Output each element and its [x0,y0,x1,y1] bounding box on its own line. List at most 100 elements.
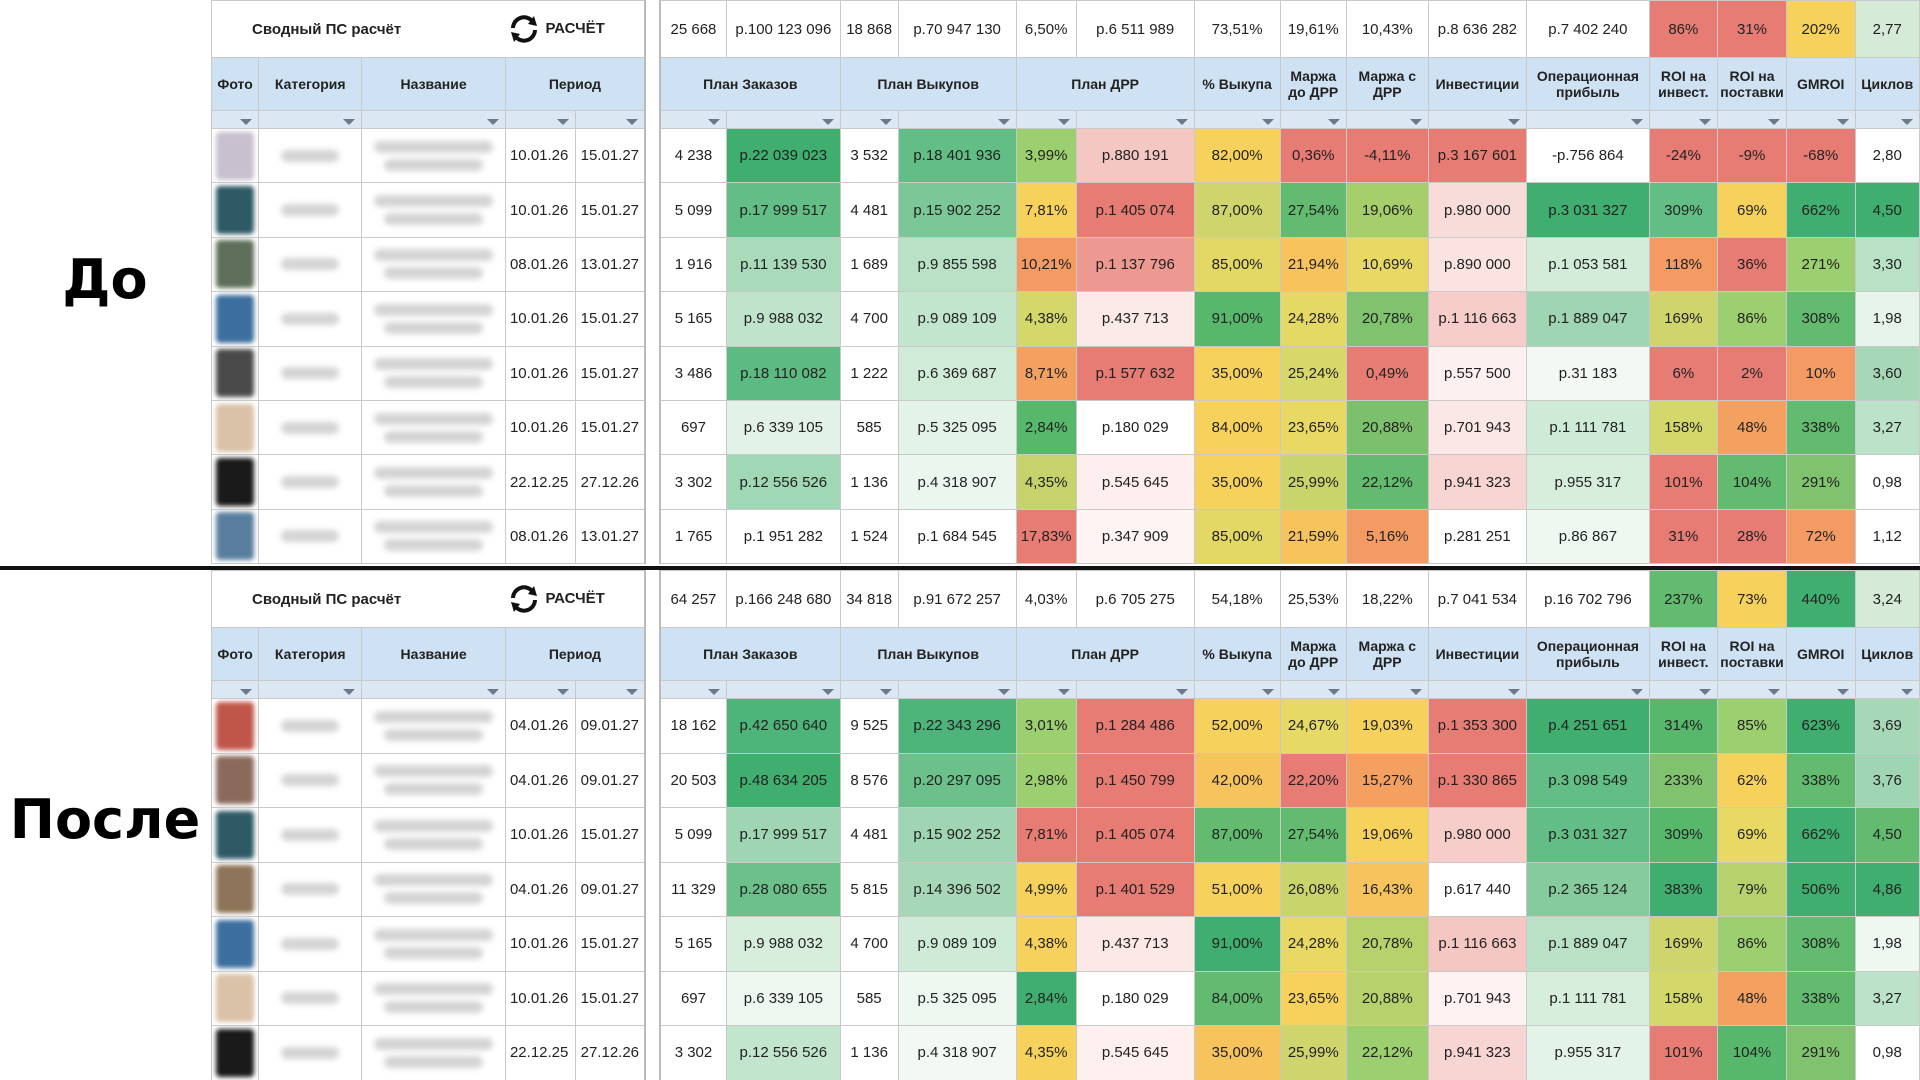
data-cell[interactable]: 697 [659,970,727,1026]
name-cell[interactable] [361,399,506,456]
data-cell[interactable]: р.980 000 [1427,807,1528,863]
filter-icon[interactable] [486,119,499,125]
data-cell[interactable]: р.545 645 [1075,1025,1195,1080]
data-cell[interactable]: 35,00% [1193,1025,1281,1080]
filter-icon[interactable] [1836,119,1849,125]
data-cell[interactable]: р.1 889 047 [1526,916,1650,972]
photo-cell[interactable] [210,1025,260,1080]
data-cell[interactable]: 5 099 [659,807,727,863]
filter-cell[interactable] [1015,680,1077,699]
data-cell[interactable]: 1 689 [839,236,899,293]
photo-cell[interactable] [210,399,260,456]
data-cell[interactable]: 10,21% [1015,236,1077,293]
data-cell[interactable]: р.28 080 655 [725,861,841,917]
photo-cell[interactable] [210,454,260,510]
column-header[interactable]: ROI на поставки [1717,627,1787,681]
category-cell[interactable] [258,861,363,917]
period-end-cell[interactable]: 27.12.26 [574,1025,646,1080]
data-cell[interactable]: 338% [1785,752,1856,808]
data-cell[interactable]: 585 [839,399,899,456]
column-header[interactable]: План Выкупов [839,57,1017,111]
data-cell[interactable]: 3,01% [1015,698,1077,754]
data-cell[interactable]: 22,12% [1346,1025,1429,1080]
photo-cell[interactable] [210,861,260,917]
data-cell[interactable]: 52,00% [1193,698,1281,754]
data-cell[interactable]: р.180 029 [1075,970,1195,1026]
summary-cell[interactable]: 54,18% [1193,570,1281,628]
data-cell[interactable]: 4,35% [1015,1025,1077,1080]
filter-cell[interactable] [659,680,727,699]
data-cell[interactable]: 7,81% [1015,182,1077,238]
name-cell[interactable] [361,182,506,238]
filter-cell[interactable] [1648,110,1719,129]
data-cell[interactable]: р.42 650 640 [725,698,841,754]
data-cell[interactable]: 5,16% [1346,508,1429,565]
data-cell[interactable]: р.1 889 047 [1526,291,1650,347]
photo-cell[interactable] [210,236,260,293]
period-end-cell[interactable]: 15.01.27 [574,345,646,401]
data-cell[interactable]: р.3 031 327 [1526,807,1650,863]
data-cell[interactable]: р.281 251 [1427,508,1528,565]
data-cell[interactable]: р.617 440 [1427,861,1528,917]
data-cell[interactable]: р.22 343 296 [897,698,1017,754]
data-cell[interactable]: 6% [1648,345,1719,401]
filter-cell[interactable] [361,680,506,699]
data-cell[interactable]: р.347 909 [1075,508,1195,565]
column-header[interactable]: План Заказов [659,57,841,111]
data-cell[interactable]: 3,76 [1854,752,1920,808]
data-cell[interactable]: 25,99% [1279,1025,1348,1080]
filter-icon[interactable] [1508,689,1521,695]
period-end-cell[interactable]: 13.01.27 [574,236,646,293]
data-cell[interactable]: 72% [1785,508,1856,565]
data-cell[interactable]: -68% [1785,127,1856,184]
data-cell[interactable]: 4,86 [1854,861,1920,917]
name-cell[interactable] [361,508,506,565]
filter-cell[interactable] [1015,110,1077,129]
category-cell[interactable] [258,127,363,184]
data-cell[interactable]: 5 165 [659,291,727,347]
column-header[interactable]: Период [504,57,646,111]
data-cell[interactable]: р.4 318 907 [897,454,1017,510]
column-header[interactable]: Инвестиции [1427,627,1528,681]
data-cell[interactable]: р.3 167 601 [1427,127,1528,184]
filter-cell[interactable] [258,110,363,129]
filter-cell[interactable] [725,110,841,129]
data-cell[interactable]: 271% [1785,236,1856,293]
data-cell[interactable]: р.955 317 [1526,454,1650,510]
column-header[interactable]: ROI на инвест. [1648,627,1719,681]
data-cell[interactable]: 1 222 [839,345,899,401]
category-cell[interactable] [258,399,363,456]
data-cell[interactable]: 169% [1648,916,1719,972]
column-header[interactable]: Маржа с ДРР [1346,57,1429,111]
period-start-cell[interactable]: 10.01.26 [504,807,576,863]
filter-icon[interactable] [1261,119,1274,125]
summary-cell[interactable]: 25,53% [1279,570,1348,628]
data-cell[interactable]: 0,49% [1346,345,1429,401]
filter-icon[interactable] [343,119,356,125]
data-cell[interactable]: 69% [1717,182,1787,238]
data-cell[interactable]: р.3 098 549 [1526,752,1650,808]
data-cell[interactable]: р.11 139 530 [725,236,841,293]
data-cell[interactable]: 662% [1785,182,1856,238]
filter-icon[interactable] [1630,689,1643,695]
name-cell[interactable] [361,291,506,347]
period-start-cell[interactable]: 10.01.26 [504,291,576,347]
filter-cell[interactable] [574,680,646,699]
data-cell[interactable]: 23,65% [1279,399,1348,456]
summary-cell[interactable]: р.6 705 275 [1075,570,1195,628]
photo-cell[interactable] [210,752,260,808]
data-cell[interactable]: 48% [1717,399,1787,456]
summary-cell[interactable]: 10,43% [1346,0,1429,58]
data-cell[interactable]: 22,20% [1279,752,1348,808]
data-cell[interactable]: 2,80 [1854,127,1920,184]
filter-icon[interactable] [707,689,720,695]
category-cell[interactable] [258,454,363,510]
data-cell[interactable]: 20,88% [1346,399,1429,456]
data-cell[interactable]: 4 700 [839,291,899,347]
data-cell[interactable]: 3,99% [1015,127,1077,184]
data-cell[interactable]: 2,98% [1015,752,1077,808]
column-header[interactable]: ROI на инвест. [1648,57,1719,111]
data-cell[interactable]: 18 162 [659,698,727,754]
data-cell[interactable]: р.701 943 [1427,399,1528,456]
data-cell[interactable]: р.6 339 105 [725,970,841,1026]
